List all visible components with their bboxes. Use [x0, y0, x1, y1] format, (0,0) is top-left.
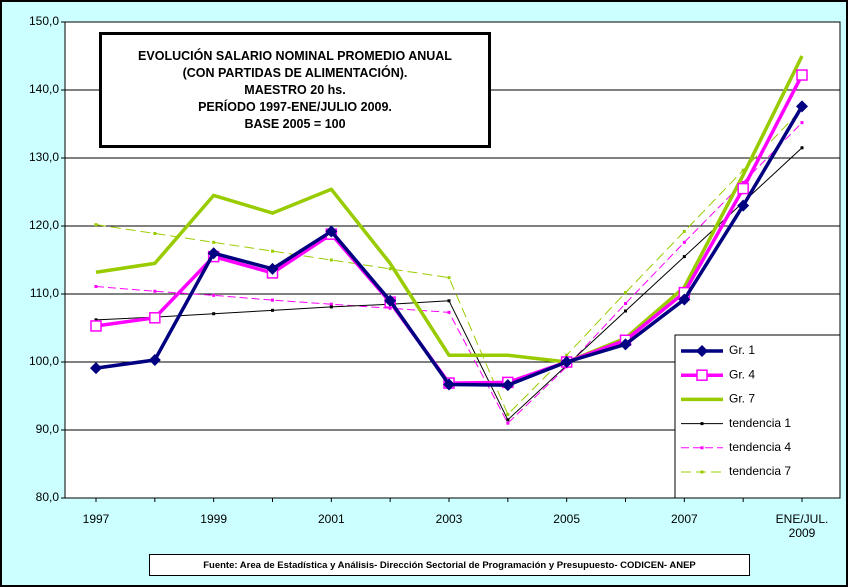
- x-tick-label: ENE/JUL. 2009: [775, 512, 829, 540]
- x-tick-label: 1999: [200, 512, 227, 526]
- marker: [388, 267, 392, 271]
- marker: [153, 231, 157, 235]
- marker: [384, 294, 397, 307]
- marker: [560, 356, 573, 368]
- marker: [212, 240, 216, 244]
- x-tick-label: 2003: [435, 512, 463, 526]
- y-tick-label: 120,0: [29, 218, 59, 232]
- marker: [506, 418, 510, 422]
- source: Fuente: Area de Estadística y Análisis- …: [203, 559, 696, 571]
- y-tick-label: 130,0: [29, 150, 59, 164]
- y-tick-label: 140,0: [29, 82, 59, 96]
- marker: [94, 223, 98, 227]
- marker: [271, 308, 274, 312]
- marker: [741, 180, 745, 184]
- marker: [700, 470, 704, 474]
- marker: [696, 345, 708, 357]
- marker: [329, 258, 333, 262]
- marker: [447, 276, 451, 280]
- legend-label: Gr. 4: [729, 367, 755, 381]
- title-line: BASE 2005 = 100: [244, 116, 346, 131]
- marker: [796, 100, 808, 113]
- legend-label: tendencia 1: [729, 416, 791, 430]
- marker: [90, 320, 102, 332]
- legend-label: tendencia 7: [729, 464, 791, 478]
- marker: [447, 310, 451, 314]
- marker: [212, 312, 216, 316]
- marker: [796, 69, 808, 81]
- y-tick-label: 110,0: [30, 286, 59, 300]
- marker: [506, 421, 510, 425]
- marker: [700, 422, 704, 426]
- marker: [207, 247, 220, 260]
- marker: [148, 353, 161, 366]
- marker: [90, 362, 102, 375]
- marker: [800, 146, 804, 150]
- marker: [94, 318, 98, 322]
- marker: [266, 262, 279, 275]
- marker: [682, 255, 686, 259]
- marker: [153, 289, 157, 293]
- marker: [94, 285, 98, 289]
- marker: [682, 229, 686, 233]
- marker: [443, 378, 455, 391]
- marker: [741, 168, 745, 172]
- marker: [212, 293, 216, 297]
- marker: [506, 412, 510, 416]
- marker: [271, 249, 274, 253]
- legend-label: Gr. 1: [729, 343, 755, 357]
- title-line: (CON PARTIDAS DE ALIMENTACIÓN).: [182, 65, 408, 80]
- marker: [624, 291, 627, 295]
- marker: [325, 225, 338, 238]
- y-tick-label: 150,0: [29, 14, 59, 28]
- marker: [624, 302, 627, 306]
- x-tick-label: 2005: [553, 512, 580, 526]
- marker: [682, 240, 686, 244]
- y-tick-label: 100,0: [29, 354, 59, 368]
- marker: [501, 379, 514, 392]
- marker: [447, 299, 451, 303]
- y-tick-label: 80,0: [36, 490, 60, 504]
- x-tick-label: 1997: [82, 512, 110, 526]
- title-box: EVOLUCIÓN SALARIO NOMINAL PROMEDIO ANUAL…: [99, 32, 491, 148]
- title-line: EVOLUCIÓN SALARIO NOMINAL PROMEDIO ANUAL: [138, 48, 452, 63]
- marker: [271, 298, 274, 302]
- title-line: PERÍODO 1997-ENE/JULIO 2009.: [198, 99, 392, 114]
- marker: [737, 182, 749, 195]
- title-line: MAESTRO 20 hs.: [244, 82, 346, 97]
- legend-label: Gr. 7: [729, 392, 755, 406]
- series: [94, 121, 804, 425]
- marker: [329, 302, 333, 306]
- x-tick-label: 2007: [670, 512, 698, 526]
- marker: [149, 312, 161, 324]
- marker: [388, 306, 392, 310]
- x-tick-label: 2001: [317, 512, 345, 526]
- marker: [700, 446, 704, 450]
- marker: [329, 305, 333, 309]
- marker: [737, 199, 750, 212]
- marker: [619, 338, 632, 351]
- marker: [624, 309, 627, 313]
- marker: [565, 353, 569, 357]
- marker: [696, 369, 708, 381]
- y-tick-label: 90,0: [36, 422, 60, 436]
- source-box: Fuente: Area de Estadística y Análisis- …: [149, 554, 750, 576]
- legend-label: tendencia 4: [729, 440, 791, 454]
- marker: [678, 293, 691, 306]
- series: [90, 100, 808, 392]
- marker: [800, 121, 804, 125]
